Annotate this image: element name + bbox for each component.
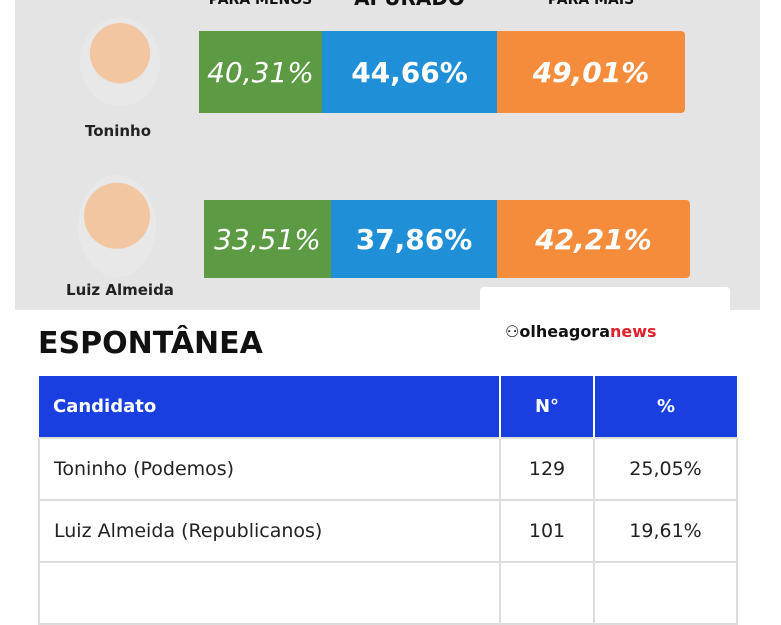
candidate-photo xyxy=(80,18,160,106)
cell: 25,05% xyxy=(593,437,738,501)
cell: 129 xyxy=(499,437,595,501)
table-row: Luiz Almeida (Republicanos) 101 19,61% xyxy=(38,499,738,563)
cell xyxy=(593,561,738,625)
table-row: Toninho (Podemos) 129 25,05% xyxy=(38,437,738,501)
cell: 19,61% xyxy=(593,499,738,563)
column-header: APURADO xyxy=(322,0,497,10)
result: 44,66% xyxy=(322,31,497,113)
page: PARA MENOS APURADO PARA MAIS Toninho 40,… xyxy=(15,0,760,625)
upper-bound: 42,21% xyxy=(497,200,690,278)
results-table: Candidato N° % Toninho (Podemos) 129 25,… xyxy=(38,376,738,625)
cell xyxy=(499,561,595,625)
result: 37,86% xyxy=(331,200,497,278)
cell: 101 xyxy=(499,499,595,563)
column-header: PARA MAIS xyxy=(547,0,635,8)
logo: ⚇olheagoranews xyxy=(480,287,730,341)
candidate-name: Toninho xyxy=(84,122,152,140)
logo-text: ⚇olheagoranews xyxy=(505,322,657,341)
upper-bound: 49,01% xyxy=(497,31,685,113)
header-cell: N° xyxy=(499,376,594,438)
header-cell: Candidato xyxy=(39,376,500,438)
section-title: ESPONTÂNEA xyxy=(38,326,263,361)
column-header: PARA MENOS xyxy=(208,0,313,8)
table-header: Candidato N° % xyxy=(39,376,737,438)
cell: Toninho (Podemos) xyxy=(38,437,501,501)
candidate-photo xyxy=(78,175,156,277)
lower-bound: 40,31% xyxy=(199,31,322,113)
logo-part: olheagora xyxy=(519,322,610,341)
header-cell: % xyxy=(593,376,737,438)
lower-bound: 33,51% xyxy=(204,200,331,278)
table-row xyxy=(38,561,738,625)
logo-part: news xyxy=(610,322,657,341)
candidate-name: Luiz Almeida xyxy=(66,281,174,299)
cell xyxy=(38,561,501,625)
cell: Luiz Almeida (Republicanos) xyxy=(38,499,501,563)
